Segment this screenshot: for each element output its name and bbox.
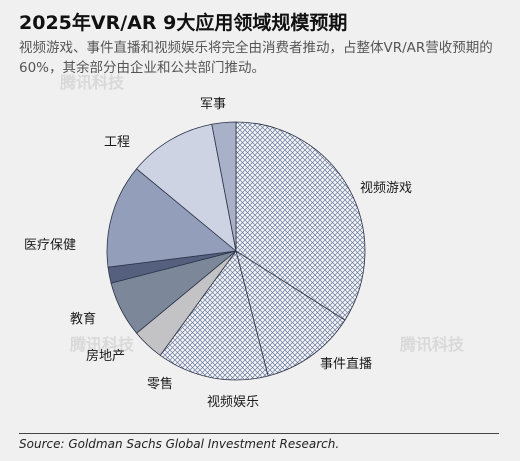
slice-label: 房地产: [86, 348, 125, 364]
pie-slice: [159, 250, 269, 381]
footer-divider: [19, 433, 499, 434]
slice-label: 事件直播: [320, 357, 372, 372]
source-note: Source: Goldman Sachs Global Investment …: [19, 437, 340, 451]
pie-slice: [235, 121, 366, 321]
slice-label: 教育: [70, 311, 96, 327]
chart-subtitle: 视频游戏、事件直播和视频娱乐将完全由消费者推动，占整体VR/AR营收预期的60%…: [19, 40, 493, 76]
slice-label: 零售: [147, 376, 173, 392]
watermark-text: 腾讯科技: [400, 335, 465, 354]
slice-label: 军事: [200, 97, 226, 112]
watermark-text: 腾讯科技: [60, 73, 125, 92]
pie-slices: [106, 121, 366, 381]
pie-slice: [235, 250, 346, 377]
chart-title: 2025年VR/AR 9大应用领域规模预期: [19, 12, 348, 34]
slice-label: 视频游戏: [360, 181, 412, 196]
watermark-group: 腾讯科技 腾讯科技 腾讯科技: [60, 73, 465, 354]
pie-slice: [106, 168, 237, 268]
slice-label: 视频娱乐: [207, 395, 259, 410]
pie-slice: [211, 121, 237, 252]
watermark-text: 腾讯科技: [70, 335, 135, 354]
slice-label: 工程: [104, 135, 130, 150]
slice-label: 医疗保健: [24, 238, 76, 253]
pie-slice: [136, 123, 237, 253]
